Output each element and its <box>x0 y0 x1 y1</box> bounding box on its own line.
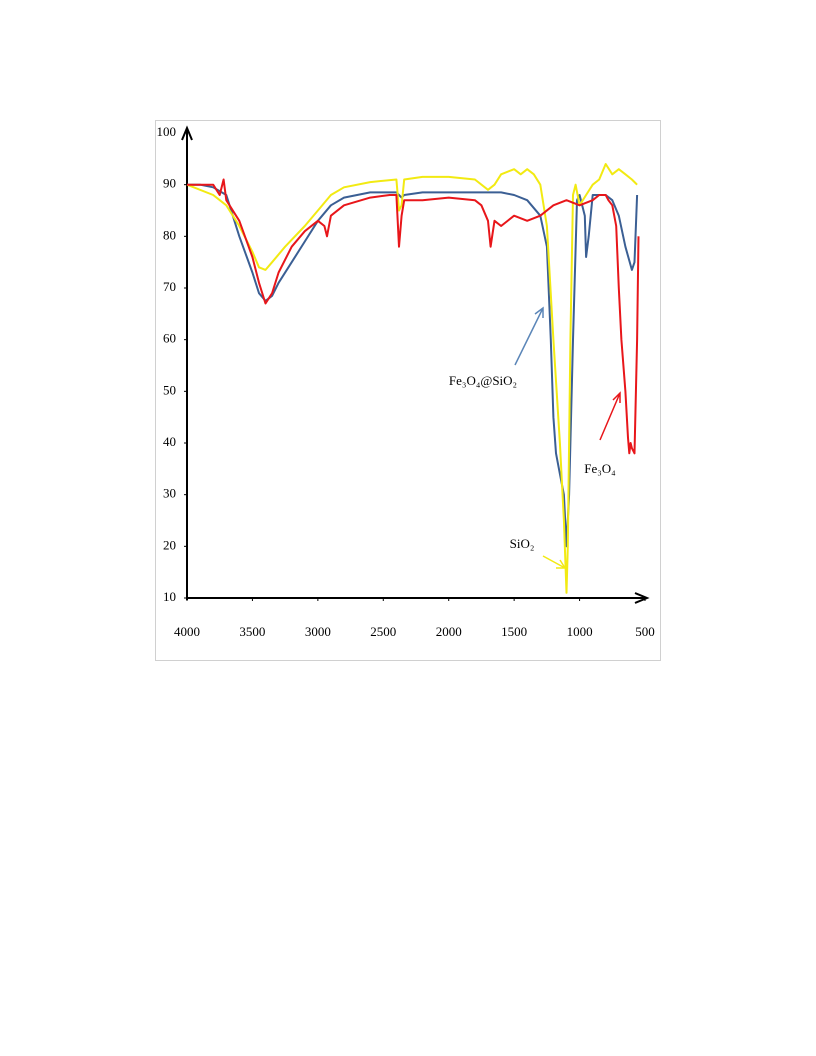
annotation-arrow <box>599 391 621 441</box>
y-tick-label: 70 <box>163 279 176 294</box>
x-tick-label: 3000 <box>305 624 331 639</box>
y-tick-label: 100 <box>157 124 177 139</box>
y-tick-label: 60 <box>163 331 176 346</box>
x-tick-label: 500 <box>635 624 655 639</box>
y-tick-label: 90 <box>163 176 176 191</box>
series-line <box>186 163 638 594</box>
series-line <box>187 178 640 455</box>
x-tick-label: 2500 <box>370 624 396 639</box>
x-axis-arrow <box>634 592 650 604</box>
x-tick-label: 3500 <box>239 624 265 639</box>
annotation: Fe₃O₄ <box>584 461 616 476</box>
y-tick-label: 10 <box>163 589 176 604</box>
x-tick-label: 1500 <box>501 624 527 639</box>
annotation: SiO₂ <box>510 536 535 551</box>
chart-frame <box>155 120 661 661</box>
y-tick-label: 80 <box>163 227 176 242</box>
y-tick-label: 20 <box>163 537 176 552</box>
y-tick-label: 40 <box>163 434 176 449</box>
annotation-arrow <box>542 555 567 569</box>
annotation: Fe₃O₄@SiO₂ <box>449 373 517 388</box>
y-axis-arrow <box>181 125 193 141</box>
annotation-arrow <box>514 306 544 366</box>
x-tick-label: 2000 <box>436 624 462 639</box>
x-tick-label: 4000 <box>174 624 200 639</box>
y-tick-label: 30 <box>163 486 176 501</box>
x-tick-label: 1000 <box>567 624 593 639</box>
y-tick-label: 50 <box>163 382 176 397</box>
